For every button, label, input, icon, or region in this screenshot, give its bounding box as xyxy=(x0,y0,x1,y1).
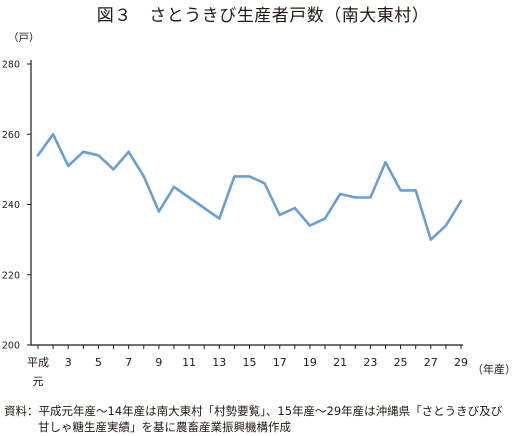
data-point xyxy=(444,224,448,227)
data-point xyxy=(338,192,342,196)
source-note-line-1: 資料：平成元年産～14年産は南大東村「村勢要覧」、15年産～29年産は沖縄県「さ… xyxy=(4,404,503,418)
y-tick-label: 260 xyxy=(2,130,20,141)
x-tick-label: 11 xyxy=(182,356,196,369)
x-tick-label-continued: 元 xyxy=(33,375,44,388)
x-tick-label: 29 xyxy=(454,356,468,369)
data-point xyxy=(142,175,145,178)
data-point xyxy=(369,196,372,199)
x-tick-label: 23 xyxy=(363,356,377,369)
data-point xyxy=(399,189,402,192)
x-tick-label: 17 xyxy=(273,356,287,369)
data-point xyxy=(308,224,312,227)
x-tick-label: 5 xyxy=(95,356,102,369)
data-point xyxy=(459,199,463,203)
data-point xyxy=(127,150,130,154)
x-tick-label: 25 xyxy=(394,356,408,369)
data-point xyxy=(429,238,432,241)
data-point xyxy=(354,196,357,199)
data-point xyxy=(51,133,55,136)
data-point xyxy=(187,196,191,199)
data-point xyxy=(278,213,281,217)
x-tick-label: 7 xyxy=(125,356,132,369)
data-point xyxy=(293,206,297,210)
data-point xyxy=(97,154,100,157)
data-point xyxy=(112,168,115,171)
data-point xyxy=(172,185,176,189)
x-tick-label: 27 xyxy=(424,356,438,369)
chart-title: 図３ さとうきび生産者戸数（南大東村） xyxy=(96,6,430,26)
x-tick-label: 21 xyxy=(333,356,347,369)
source-note: 資料：平成元年産～14年産は南大東村「村勢要覧」、15年産～29年産は沖縄県「さ… xyxy=(4,403,524,435)
data-point xyxy=(384,161,387,164)
y-axis-label: （戸） xyxy=(8,32,40,44)
x-tick-label: 平成 xyxy=(27,356,49,369)
y-tick-label: 220 xyxy=(2,270,20,281)
data-point xyxy=(323,217,327,220)
y-tick-label: 240 xyxy=(2,200,20,211)
data-point xyxy=(82,150,85,154)
y-tick-label: 280 xyxy=(2,60,20,71)
source-note-line-2: 甘しゃ糖生産実績」を基に農畜産業振興機構作成 xyxy=(38,420,291,434)
x-tick-label: 9 xyxy=(155,356,162,369)
data-point xyxy=(233,175,236,178)
data-series-line xyxy=(36,133,463,241)
x-tick-label: 19 xyxy=(303,356,317,369)
data-point xyxy=(202,206,206,210)
data-point xyxy=(248,175,251,178)
data-point xyxy=(218,217,221,220)
data-point xyxy=(263,182,266,185)
data-point xyxy=(414,189,417,192)
line-chart: 200 220 240 260 280 （戸） 平成元 3 5 7 9 11 13 15 17 19 21 23 2… xyxy=(2,32,516,388)
x-tick-label: 13 xyxy=(212,356,226,369)
data-point xyxy=(157,210,161,213)
data-point xyxy=(36,154,40,157)
x-tick-label: 15 xyxy=(243,356,257,369)
y-tick-label: 200 xyxy=(2,341,20,352)
data-point xyxy=(67,164,70,168)
x-tick-label: 3 xyxy=(65,356,72,369)
x-axis-label: （年産） xyxy=(472,362,516,376)
